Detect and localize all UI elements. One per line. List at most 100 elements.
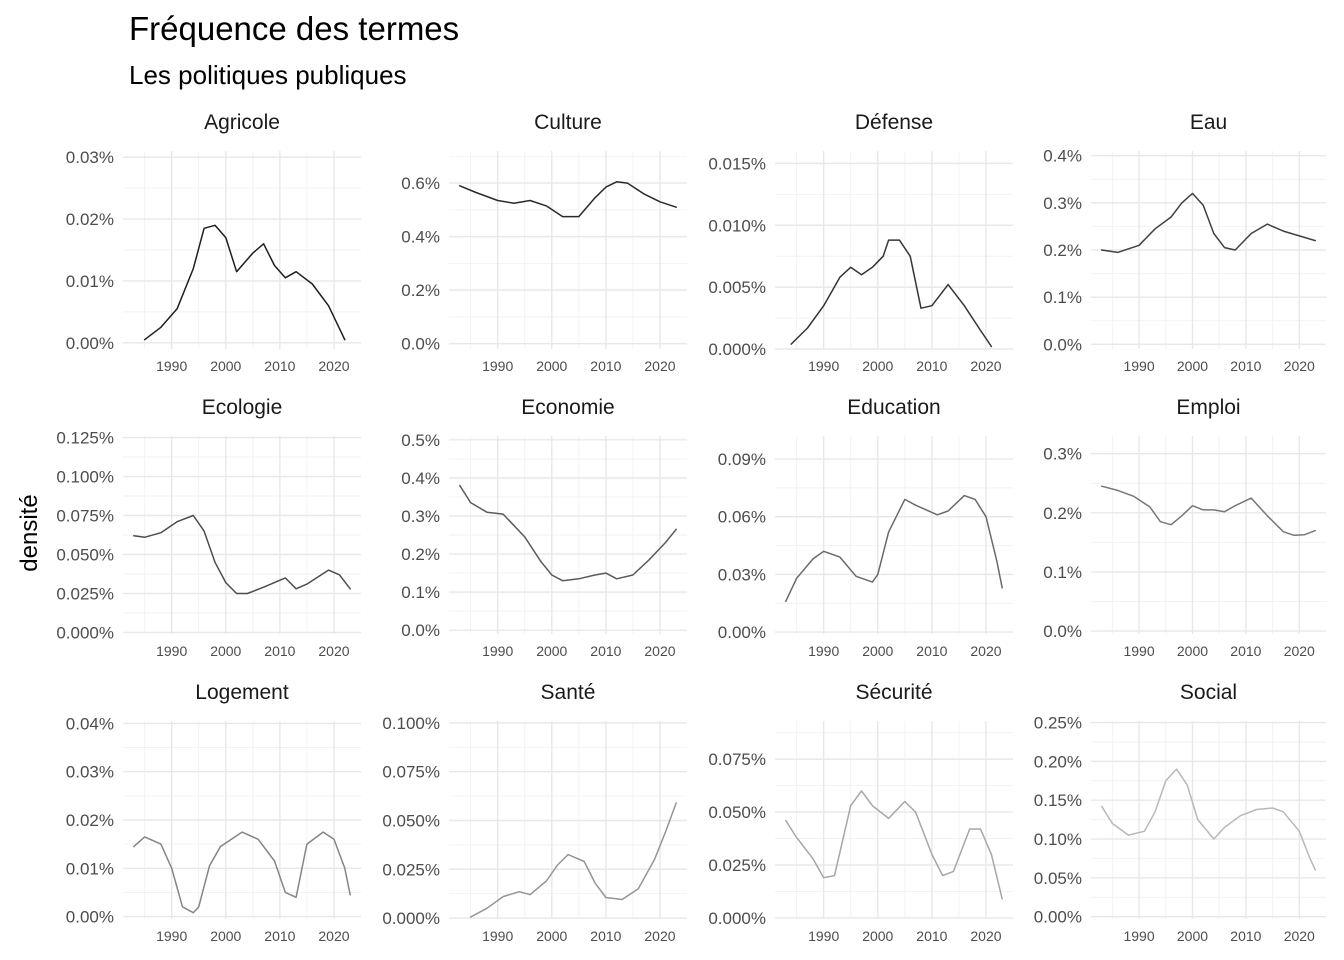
series-line-emploi <box>1100 485 1317 537</box>
y-tick-label: 0.2% <box>401 281 440 300</box>
y-tick-label: 0.4% <box>1043 147 1082 166</box>
x-tick-label: 2010 <box>1230 358 1261 374</box>
panel-title: Emploi <box>1176 396 1240 419</box>
y-tick-label: 0.5% <box>401 431 440 450</box>
x-tick-label: 2020 <box>318 643 349 659</box>
y-tick-label: 0.075% <box>382 763 440 782</box>
x-tick-label: 2020 <box>644 643 675 659</box>
x-tick-label: 1990 <box>808 928 839 944</box>
x-tick-label: 2000 <box>536 358 567 374</box>
y-tick-label: 0.000% <box>382 909 440 928</box>
y-tick-label: 0.0% <box>1043 622 1082 641</box>
y-tick-label: 0.05% <box>1034 869 1082 888</box>
y-tick-label: 0.3% <box>1043 194 1082 213</box>
y-tick-label: 0.000% <box>56 623 114 642</box>
x-tick-label: 2010 <box>264 928 295 944</box>
x-tick-label: 1990 <box>808 358 839 374</box>
y-tick-label: 0.2% <box>1043 504 1082 523</box>
series-line-ecologie <box>133 514 351 595</box>
y-tick-label: 0.125% <box>56 429 114 448</box>
y-tick-label: 0.1% <box>1043 288 1082 307</box>
panel-title: Défense <box>855 111 933 134</box>
x-tick-label: 1990 <box>156 358 187 374</box>
x-tick-label: 2010 <box>264 358 295 374</box>
x-tick-label: 2000 <box>210 643 241 659</box>
y-tick-label: 0.100% <box>382 714 440 733</box>
series-line-education <box>785 494 1003 603</box>
chart-title: Fréquence des termes <box>129 10 460 47</box>
x-tick-label: 2010 <box>916 928 947 944</box>
x-tick-label: 2000 <box>862 358 893 374</box>
x-tick-label: 2000 <box>862 928 893 944</box>
y-tick-label: 0.02% <box>66 811 114 830</box>
y-tick-label: 0.25% <box>1034 714 1082 733</box>
y-tick-label: 0.15% <box>1034 791 1082 810</box>
y-tick-label: 0.050% <box>56 545 114 564</box>
y-tick-label: 0.050% <box>708 803 766 822</box>
panel-title: Agricole <box>204 111 280 134</box>
x-tick-label: 2020 <box>970 643 1001 659</box>
panel-title: Social <box>1180 681 1237 704</box>
y-tick-label: 0.2% <box>401 545 440 564</box>
y-tick-label: 0.3% <box>401 507 440 526</box>
x-tick-label: 1990 <box>1123 643 1154 659</box>
x-tick-label: 2020 <box>644 358 675 374</box>
series-line-agricole <box>143 224 346 341</box>
x-tick-label: 2010 <box>916 358 947 374</box>
panel-title: Economie <box>521 396 614 419</box>
y-tick-label: 0.005% <box>708 278 766 297</box>
panel-title: Sécurité <box>855 681 932 704</box>
y-tick-label: 0.10% <box>1034 830 1082 849</box>
x-tick-label: 2010 <box>264 643 295 659</box>
y-tick-label: 0.1% <box>1043 563 1082 582</box>
panel-title: Eau <box>1190 111 1227 134</box>
y-tick-label: 0.04% <box>66 714 114 733</box>
x-tick-label: 2020 <box>318 928 349 944</box>
x-tick-label: 2000 <box>210 928 241 944</box>
x-tick-label: 1990 <box>1123 358 1154 374</box>
x-tick-label: 1990 <box>482 928 513 944</box>
y-tick-label: 0.0% <box>1043 335 1082 354</box>
x-tick-label: 1990 <box>482 643 513 659</box>
y-tick-label: 0.03% <box>66 148 114 167</box>
x-tick-label: 2000 <box>862 643 893 659</box>
y-tick-label: 0.025% <box>708 856 766 875</box>
series-line-santé <box>469 802 677 918</box>
x-tick-label: 2000 <box>210 358 241 374</box>
panel-title: Logement <box>195 681 289 704</box>
x-tick-label: 2020 <box>318 358 349 374</box>
series-line-logement <box>133 831 351 914</box>
y-tick-label: 0.025% <box>382 860 440 879</box>
x-tick-label: 2010 <box>1230 643 1261 659</box>
x-tick-label: 2020 <box>644 928 675 944</box>
y-tick-label: 0.00% <box>66 908 114 927</box>
y-tick-label: 0.00% <box>66 334 114 353</box>
y-tick-label: 0.01% <box>66 859 114 878</box>
y-tick-label: 0.4% <box>401 228 440 247</box>
panel-title: Santé <box>541 681 596 704</box>
y-tick-label: 0.00% <box>718 623 766 642</box>
y-tick-label: 0.100% <box>56 468 114 487</box>
y-tick-label: 0.6% <box>401 174 440 193</box>
y-tick-label: 0.0% <box>401 335 440 354</box>
y-tick-label: 0.1% <box>401 583 440 602</box>
series-line-eau <box>1100 192 1317 254</box>
y-tick-label: 0.075% <box>708 750 766 769</box>
x-tick-label: 2000 <box>1177 643 1208 659</box>
y-tick-label: 0.09% <box>718 450 766 469</box>
y-tick-label: 0.050% <box>382 811 440 830</box>
panel-title: Culture <box>534 111 602 134</box>
series-line-culture <box>459 181 677 218</box>
x-tick-label: 1990 <box>808 643 839 659</box>
y-tick-label: 0.20% <box>1034 752 1082 771</box>
y-tick-label: 0.0% <box>401 621 440 640</box>
y-tick-label: 0.000% <box>708 340 766 359</box>
y-tick-label: 0.03% <box>718 565 766 584</box>
y-tick-label: 0.025% <box>56 584 114 603</box>
y-tick-label: 0.3% <box>1043 445 1082 464</box>
y-tick-label: 0.02% <box>66 210 114 229</box>
x-tick-label: 2000 <box>1177 928 1208 944</box>
x-tick-label: 2010 <box>1230 928 1261 944</box>
series-line-sécurité <box>785 790 1003 900</box>
